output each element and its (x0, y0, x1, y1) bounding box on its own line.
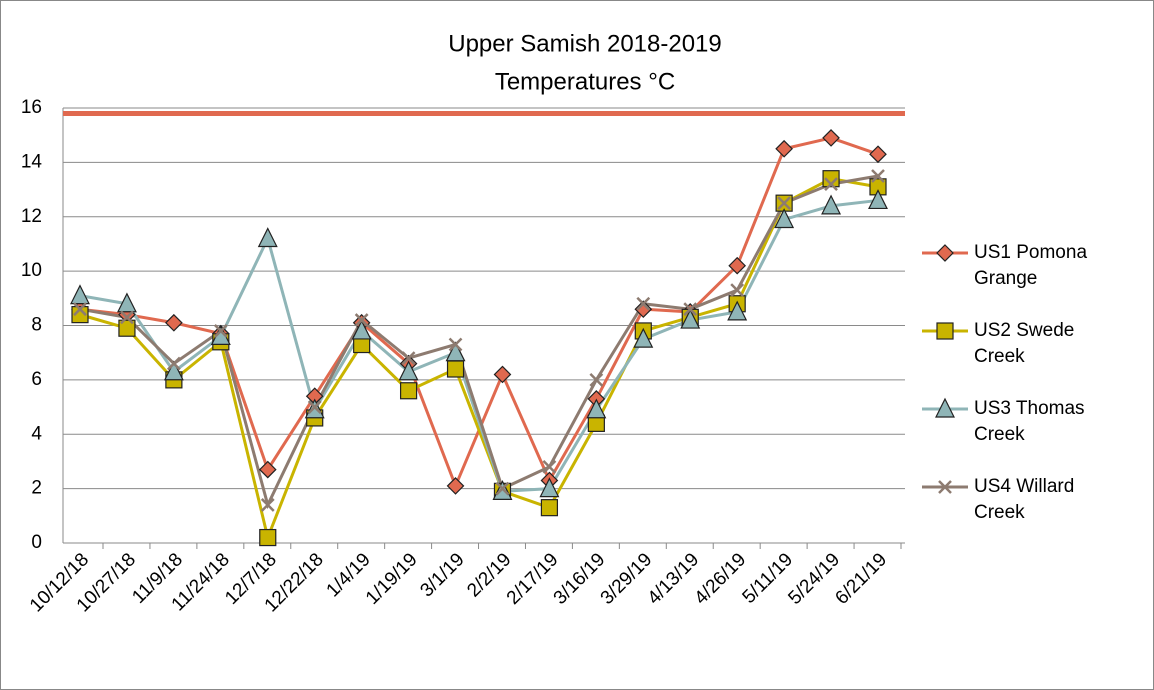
point (777, 196, 792, 211)
point (259, 528, 277, 547)
point (493, 365, 512, 384)
y-tick-label: 16 (21, 97, 42, 118)
point (166, 356, 181, 371)
point (680, 308, 701, 329)
point (163, 360, 184, 381)
y-tick-label: 10 (21, 260, 42, 281)
point (589, 372, 604, 387)
point (116, 292, 137, 313)
point (73, 302, 87, 317)
point (351, 319, 372, 340)
y-tick-label: 4 (31, 423, 42, 444)
point (71, 306, 89, 324)
y-tick-label: 0 (31, 532, 42, 553)
point (634, 300, 653, 319)
legend-marker (936, 244, 954, 262)
point (869, 145, 887, 164)
point (633, 327, 654, 348)
legend-label: US1 Pomona Grange (974, 242, 1087, 289)
point (307, 400, 322, 414)
point (539, 477, 560, 498)
point (257, 227, 278, 248)
legend-marker (935, 397, 955, 418)
point (727, 300, 748, 321)
point (683, 302, 698, 317)
point (354, 313, 369, 327)
point (495, 481, 510, 496)
chart-title: Upper Samish 2018-2019 (448, 30, 722, 57)
point (446, 477, 465, 495)
point (774, 208, 795, 229)
point (118, 319, 136, 337)
y-tick-label: 6 (31, 369, 42, 390)
point (821, 194, 842, 215)
y-tick-label: 12 (21, 206, 42, 227)
point (824, 177, 838, 192)
legend-label: US4 Willard Creek (974, 476, 1074, 523)
point (540, 499, 559, 517)
point (728, 256, 747, 275)
point (165, 313, 183, 332)
chart-subtitle: Temperatures °C (495, 68, 675, 95)
point (70, 284, 90, 305)
legend-label: US2 Swede Creek (974, 320, 1074, 367)
point (120, 310, 134, 325)
legend-marker (936, 322, 954, 340)
point (260, 498, 275, 512)
point (445, 341, 466, 362)
point (822, 170, 840, 188)
point (258, 460, 277, 479)
point (871, 169, 885, 183)
point (399, 382, 418, 400)
point (586, 398, 607, 419)
point (446, 360, 465, 378)
point (448, 337, 463, 352)
y-tick-label: 8 (31, 315, 42, 336)
legend-marker (938, 480, 952, 494)
y-tick-label: 2 (31, 478, 42, 499)
point (401, 351, 416, 366)
point (636, 296, 651, 311)
legend-label: US3 Thomas Creek (974, 398, 1085, 445)
point (398, 360, 419, 381)
point (542, 459, 557, 474)
point (730, 283, 745, 298)
point (868, 189, 888, 210)
point (775, 139, 793, 158)
point (822, 129, 840, 147)
point (213, 324, 228, 338)
y-tick-label: 14 (21, 151, 43, 172)
